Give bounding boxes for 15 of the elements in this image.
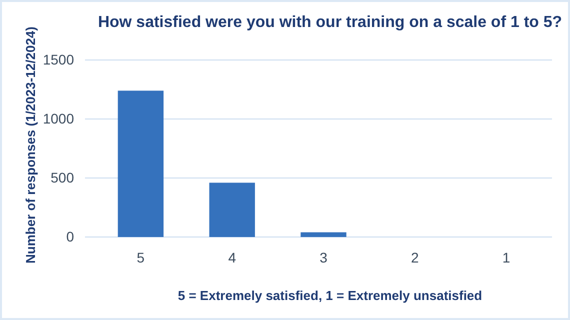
bar xyxy=(209,182,255,237)
y-tick-label: 500 xyxy=(50,169,74,186)
y-axis-title: Number of responses (1/2023-12/2024) xyxy=(23,26,38,264)
y-tick-label: 1000 xyxy=(42,110,74,126)
chart-title: How satisfied were you with our training on a scale of 1 to 5? xyxy=(98,14,562,31)
x-tick-label: 2 xyxy=(411,250,419,266)
x-tick-label: 5 xyxy=(136,250,145,266)
x-tick-label: 4 xyxy=(228,250,236,266)
bar xyxy=(118,90,164,237)
y-tick-label: 1500 xyxy=(42,51,74,68)
bar xyxy=(300,232,346,237)
x-tick-label: 1 xyxy=(502,250,510,266)
x-axis-title: 5 = Extremely satisfied, 1 = Extremely unsatisfied xyxy=(178,288,482,303)
y-tick-label: 0 xyxy=(66,228,74,244)
x-tick-label: 3 xyxy=(320,250,328,266)
